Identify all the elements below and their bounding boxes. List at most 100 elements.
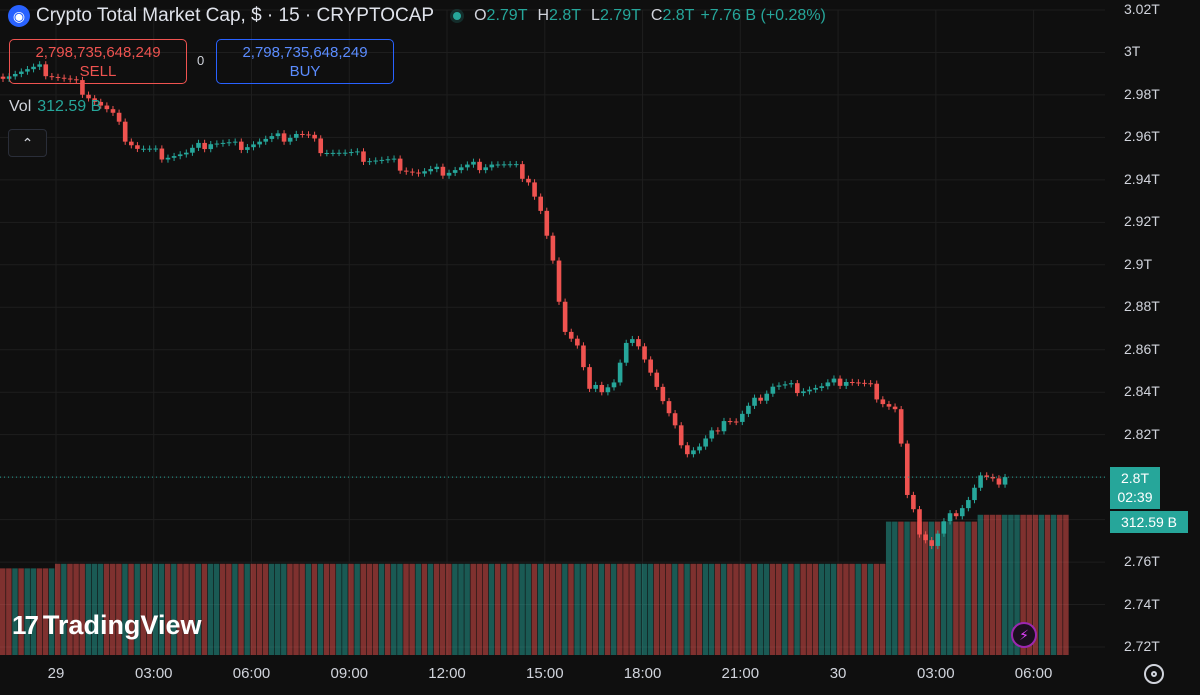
volume-bar (696, 563, 703, 655)
price-tick-label: 3T (1124, 43, 1141, 60)
price-tick-label: 2.86T (1124, 340, 1160, 357)
tradingview-logo[interactable]: 17 TradingView (12, 610, 201, 641)
price-tick-label: 2.94T (1124, 170, 1160, 187)
volume-bar (470, 563, 476, 655)
volume-bar (782, 563, 788, 655)
volume-bar (977, 514, 984, 655)
symbol-title[interactable]: Crypto Total Market Cap, $ · 15 · CRYPTO… (36, 5, 435, 26)
volume-bar (549, 563, 556, 655)
candle-body (483, 167, 488, 171)
collapse-legend-button[interactable]: ⌃ (8, 129, 47, 157)
candle-body (471, 161, 476, 165)
spread-value: 0 (197, 53, 205, 68)
candle-body (67, 78, 73, 80)
time-tick-label: 18:00 (623, 665, 662, 682)
volume-bar (574, 563, 580, 655)
candle-body (672, 413, 678, 426)
volume-bar (940, 521, 947, 655)
candle-body (630, 339, 635, 343)
volume-bar (171, 563, 177, 655)
candle-body (287, 137, 293, 142)
price-tick-label: 3.02T (1124, 1, 1160, 17)
candle-body (715, 430, 721, 432)
candle-body (141, 148, 146, 150)
volume-bar (238, 563, 244, 655)
candle-body (147, 148, 152, 150)
volume-bar (537, 563, 544, 655)
volume-value: 312.59 B (37, 98, 102, 115)
volume-bar (24, 568, 30, 655)
volume-bar (519, 563, 525, 655)
candle-body (727, 421, 733, 423)
candle-body (324, 153, 330, 155)
volume-bar (953, 521, 959, 655)
candle-body (623, 342, 629, 363)
volume-bar (73, 563, 79, 655)
volume-bar (580, 563, 586, 655)
time-tick-label: 29 (47, 665, 65, 682)
candle-body (55, 76, 61, 78)
volume-legend[interactable]: Vol 312.59 B (9, 98, 101, 116)
candle-body (330, 152, 336, 154)
candle-body (159, 148, 165, 160)
time-tick-label: 06:00 (1014, 665, 1053, 682)
buy-price: 2,798,735,648,249 (242, 43, 368, 61)
volume-bar (959, 521, 965, 655)
volume-bar (586, 563, 593, 655)
time-tick-label: 30 (829, 665, 847, 682)
candle-body (251, 144, 256, 148)
volume-bar (183, 563, 189, 655)
candle-body (568, 331, 574, 339)
candle-body (776, 385, 782, 387)
sell-price: 2,798,735,648,249 (35, 43, 161, 61)
sell-button[interactable]: 2,798,735,648,249 SELL (9, 39, 187, 84)
volume-bar (989, 514, 996, 655)
volume-bar (140, 563, 147, 655)
candle-body (12, 73, 18, 77)
volume-bar (250, 563, 257, 655)
volume-bar (421, 563, 428, 655)
candle-body (562, 301, 568, 332)
candle-body (587, 367, 592, 389)
lightning-icon[interactable]: ⚡ (1011, 622, 1037, 648)
volume-bar (354, 563, 360, 655)
volume-bar (287, 563, 293, 655)
time-tick-label: 21:00 (721, 665, 760, 682)
candle-body (966, 500, 971, 509)
price-change: +7.76 B (+0.28%) (700, 7, 826, 24)
candle-body (397, 158, 403, 171)
candle-body (648, 359, 653, 373)
candle-body (513, 164, 519, 166)
volume-bar (904, 521, 910, 655)
candle-body (947, 513, 953, 522)
candle-body (959, 508, 965, 517)
volume-bar (403, 563, 409, 655)
volume-bar (1050, 514, 1057, 655)
volume-bar (604, 563, 611, 655)
candle-body (0, 76, 6, 79)
ohlc-readout: O2.79T H2.8T L2.79T C2.8T (474, 7, 694, 25)
volume-bar (629, 563, 635, 655)
volume-bar (415, 563, 421, 655)
volume-bar (556, 563, 562, 655)
candle-body (104, 105, 110, 110)
candle-body (238, 141, 244, 150)
candle-body (422, 171, 427, 174)
volume-bar (79, 563, 85, 655)
candle-body (416, 172, 421, 174)
buy-button[interactable]: 2,798,735,648,249 BUY (216, 39, 394, 84)
volume-bar (751, 563, 758, 655)
buy-label: BUY (289, 62, 321, 80)
candle-body (98, 101, 104, 106)
volume-bar (739, 563, 745, 655)
candle-body (611, 382, 617, 388)
volume-bar (665, 563, 672, 655)
candle-body (697, 446, 702, 451)
volume-bar (464, 563, 470, 655)
volume-bar (947, 521, 953, 655)
time-tick-label: 06:00 (232, 665, 271, 682)
volume-bar (164, 563, 171, 655)
volume-bar (769, 563, 776, 655)
volume-bar (641, 563, 648, 655)
